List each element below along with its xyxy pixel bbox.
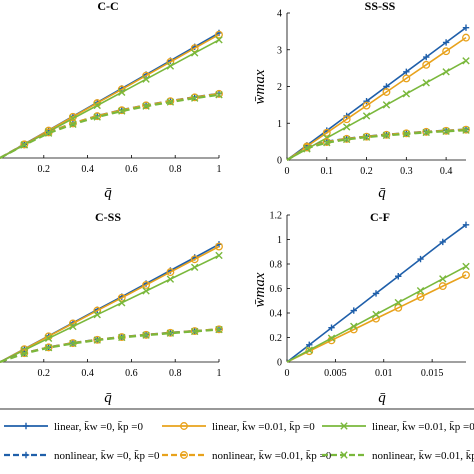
data-point-cf-2 bbox=[440, 276, 446, 282]
data-point-css-2 bbox=[167, 276, 173, 282]
x-tick-label: 0.8 bbox=[169, 368, 182, 379]
panel-ssss: 0 0.1 0.2 0.3 0.4 0 1 2 3 4 bbox=[277, 9, 469, 178]
series-line-cc-4 bbox=[0, 94, 219, 158]
x-tick-label: 0.4 bbox=[81, 164, 94, 175]
x-tick-label: 0.4 bbox=[440, 166, 453, 177]
data-point-css-2 bbox=[216, 252, 222, 258]
data-point-ssss-2 bbox=[403, 91, 409, 97]
x-tick-label: 0.6 bbox=[125, 368, 138, 379]
x-tick-label: 0.2 bbox=[38, 164, 51, 175]
data-point-cc-2 bbox=[191, 50, 197, 56]
x-tick-label: 0.005 bbox=[324, 368, 347, 379]
legend-label-0: linear, k̄w =0, k̄p =0 bbox=[54, 421, 143, 433]
legend: linear, k̄w =0, k̄p =0 linear, k̄w =0.01,… bbox=[0, 409, 474, 474]
series-line-ssss-1 bbox=[287, 38, 466, 160]
series-line-ssss-2 bbox=[287, 61, 466, 160]
x-tick-label: 0.015 bbox=[421, 368, 444, 379]
data-point-ssss-2 bbox=[363, 113, 369, 119]
panel-title-ssss: SS-SS bbox=[365, 0, 396, 13]
y-tick-label: 2 bbox=[277, 82, 282, 93]
data-point-ssss-2 bbox=[383, 102, 389, 108]
data-point-ssss-2 bbox=[343, 124, 349, 130]
y-tick-label: 0.4 bbox=[270, 309, 283, 320]
xlabel-cf: q̄ bbox=[378, 390, 386, 406]
y-tick-label: 0 bbox=[277, 358, 282, 369]
ylabel-cf: w̄max bbox=[252, 272, 268, 307]
x-tick-label: 0.3 bbox=[400, 166, 413, 177]
y-tick-label: 1 bbox=[277, 119, 282, 130]
x-tick-label: 0.8 bbox=[169, 164, 182, 175]
y-tick-label: 0.2 bbox=[270, 333, 283, 344]
y-tick-label: 0 bbox=[277, 156, 282, 167]
x-tick-label: 0.1 bbox=[321, 166, 334, 177]
x-tick-label: 0.6 bbox=[125, 164, 138, 175]
panel-title-cc: C-C bbox=[97, 0, 118, 13]
x-tick-label: 1 bbox=[217, 164, 222, 175]
ylabel-ssss: w̄max bbox=[252, 69, 268, 104]
panel-css: 0.2 0.4 0.6 0.8 1 bbox=[0, 241, 222, 379]
panel-title-css: C-SS bbox=[95, 210, 121, 224]
series-line-css-2 bbox=[0, 256, 219, 363]
y-tick-label: 1 bbox=[277, 235, 282, 246]
x-tick-label: 0 bbox=[285, 166, 290, 177]
data-point-cf-2 bbox=[417, 288, 423, 294]
xlabel-ssss: q̄ bbox=[378, 185, 386, 201]
series-line-cc-5 bbox=[0, 95, 219, 158]
data-point-cf-2 bbox=[463, 263, 469, 269]
x-tick-label: 0 bbox=[285, 368, 290, 379]
series-line-cf-1 bbox=[287, 275, 466, 362]
x-tick-label: 0.2 bbox=[38, 368, 51, 379]
y-tick-label: 0.8 bbox=[270, 260, 283, 271]
y-tick-label: 3 bbox=[277, 45, 282, 56]
panel-cc: 0.2 0.4 0.6 0.8 1 bbox=[0, 30, 222, 175]
x-tick-label: 0.4 bbox=[81, 368, 94, 379]
legend-box bbox=[0, 409, 474, 474]
legend-label-2: linear, k̄w =0.01, k̄p =0.0 bbox=[372, 421, 474, 433]
xlabel-cc: q̄ bbox=[104, 185, 112, 201]
x-tick-label: 0.01 bbox=[375, 368, 393, 379]
x-tick-label: 1 bbox=[217, 368, 222, 379]
y-tick-label: 0.6 bbox=[270, 284, 283, 295]
panel-title-cf: C-F bbox=[370, 210, 390, 224]
legend-label-4: nonlinear, k̄w =0.01, k̄p =0 bbox=[212, 450, 332, 462]
data-point-ssss-2 bbox=[423, 80, 429, 86]
xlabel-css: q̄ bbox=[104, 390, 112, 406]
panel-cf: 0 0.005 0.01 0.015 0 0.2 0.4 0.6 0.8 1 1.2 bbox=[270, 211, 470, 380]
data-point-ssss-2 bbox=[443, 69, 449, 75]
legend-label-3: nonlinear, k̄w =0, k̄p =0 bbox=[54, 450, 160, 462]
y-tick-label: 4 bbox=[277, 9, 282, 20]
data-point-css-2 bbox=[191, 264, 197, 270]
legend-label-5: nonlinear, k̄w =0.01, k̄p =0.0 bbox=[372, 450, 474, 462]
data-point-ssss-2 bbox=[463, 58, 469, 64]
series-line-cc-3 bbox=[0, 94, 219, 158]
y-tick-label: 1.2 bbox=[270, 211, 283, 222]
x-tick-label: 0.2 bbox=[360, 166, 373, 177]
series-line-ssss-0 bbox=[287, 28, 466, 160]
legend-label-1: linear, k̄w =0.01, k̄p =0 bbox=[212, 421, 315, 433]
series-line-css-1 bbox=[0, 247, 219, 363]
data-point-cf-2 bbox=[373, 311, 379, 317]
